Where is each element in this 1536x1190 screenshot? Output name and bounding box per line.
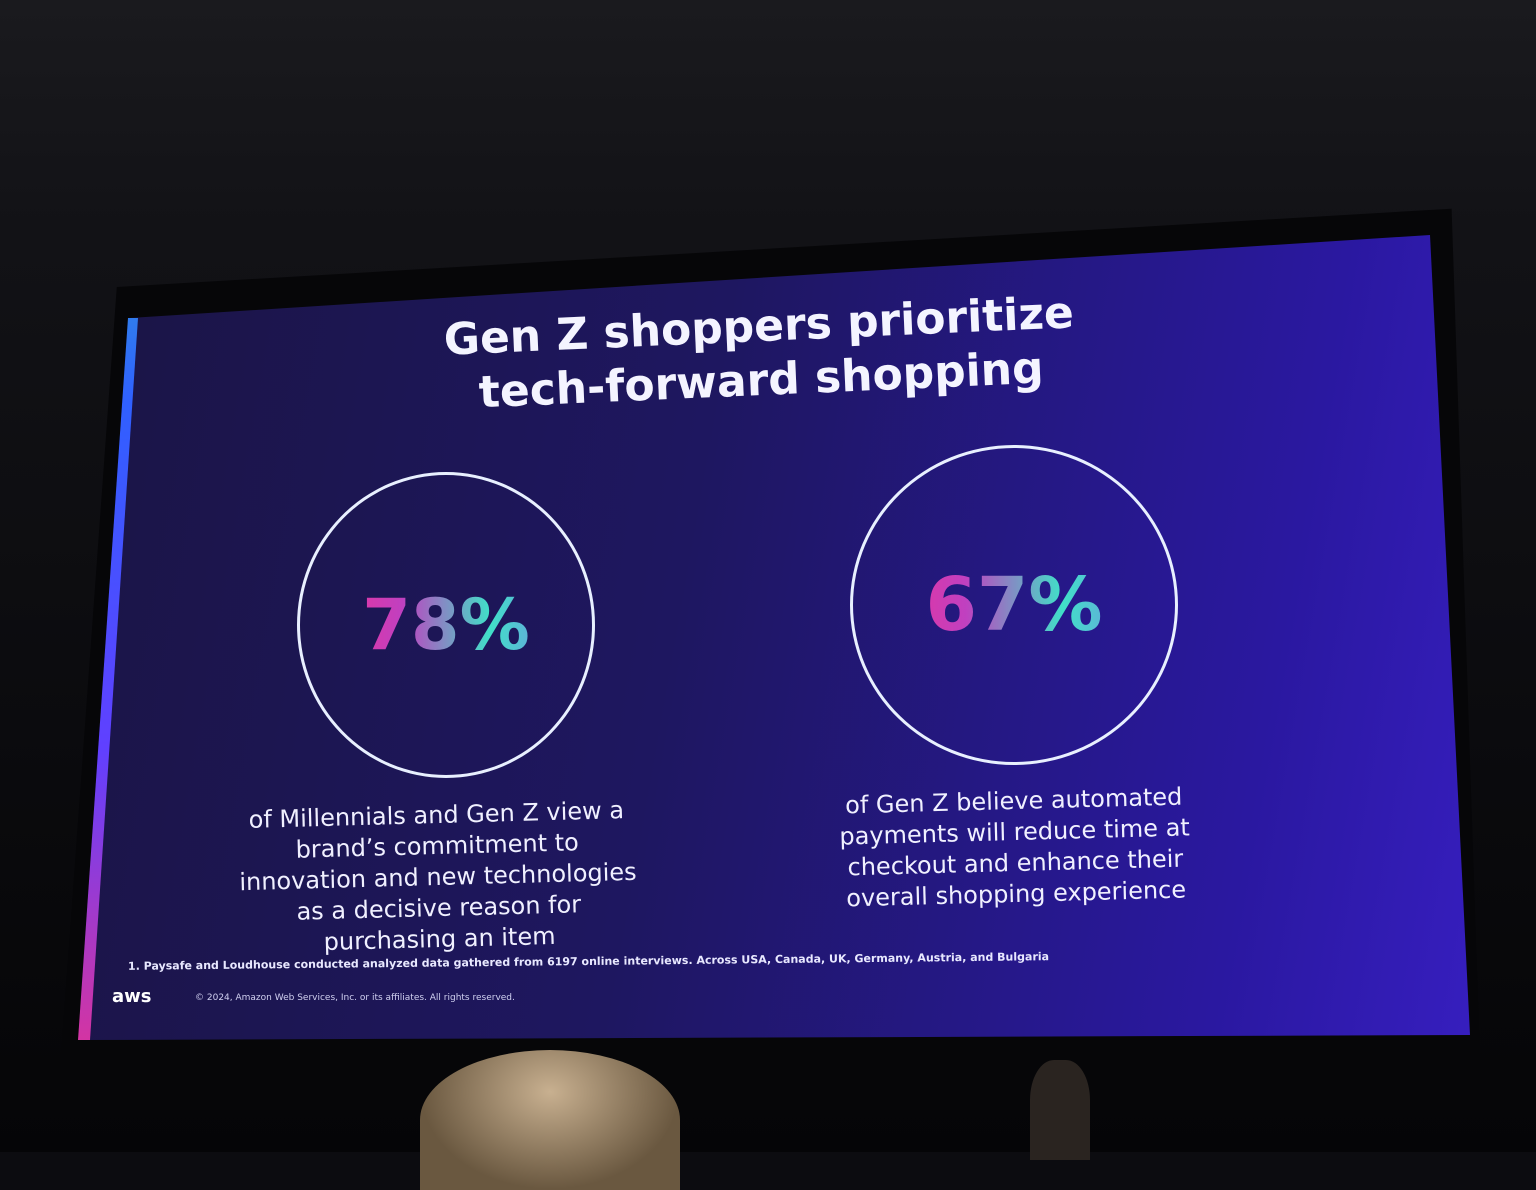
stat-description-1: of Millennials and Gen Z view a brand’s …: [239, 796, 637, 957]
copyright: © 2024, Amazon Web Services, Inc. or its…: [195, 993, 515, 1003]
donut-label-1: 78%: [300, 475, 592, 775]
audience-head: [420, 1050, 680, 1190]
donut-chart-2: 67%: [850, 445, 1178, 765]
presenter-silhouette: [1030, 1060, 1090, 1160]
donut-chart-1: 78%: [297, 472, 595, 778]
donut-label-2: 67%: [853, 448, 1175, 762]
donut-outline: [850, 445, 1178, 765]
donut-outline: [297, 472, 595, 778]
stat-description-2: of Gen Z believe automated payments will…: [839, 782, 1191, 913]
aws-logo: aws: [112, 986, 152, 1007]
